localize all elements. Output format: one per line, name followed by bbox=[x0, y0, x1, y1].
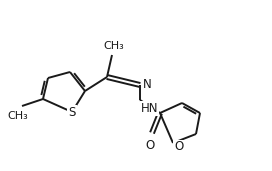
Text: O: O bbox=[145, 139, 154, 152]
Text: O: O bbox=[174, 141, 184, 154]
Text: N: N bbox=[143, 77, 152, 90]
Text: CH₃: CH₃ bbox=[104, 41, 124, 51]
Text: HN: HN bbox=[141, 102, 159, 115]
Text: CH₃: CH₃ bbox=[8, 111, 28, 121]
Text: S: S bbox=[68, 106, 76, 119]
